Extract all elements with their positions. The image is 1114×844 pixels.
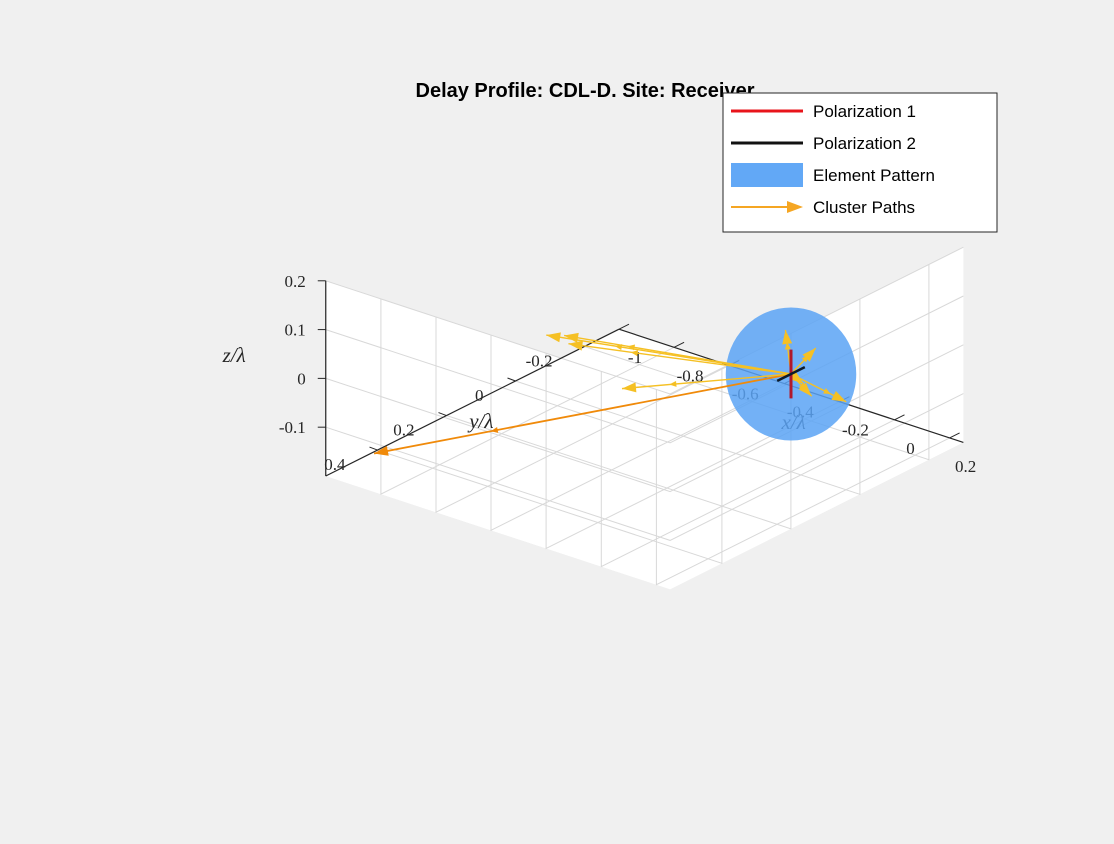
x-tick-mark [949, 432, 960, 439]
legend-label-2: Polarization 2 [813, 134, 916, 153]
cluster-path-1-head [374, 445, 389, 456]
cluster-path-10-head [782, 329, 793, 345]
y-gridline [377, 368, 723, 564]
cluster-path-4-shaft [564, 334, 792, 375]
x-tick-mark [618, 323, 630, 330]
x-gridline [600, 371, 895, 568]
x-gridline [435, 317, 730, 514]
plot-3d-scene: -1-0.8-0.6-0.4-0.200.2-0.200.20.4-0.100.… [222, 246, 976, 590]
y-gridline [584, 264, 930, 461]
cluster-path-7-mid-marker [798, 382, 806, 391]
z-gridline [325, 393, 964, 541]
legend-label-1: Polarization 1 [813, 102, 916, 121]
x-gridline [490, 335, 785, 532]
z-tick-label: -0.1 [279, 418, 306, 437]
chart-title: Delay Profile: CDL-D. Site: Receiver [416, 80, 755, 102]
cluster-path-4-head [564, 332, 579, 343]
y-tick-label: 0.2 [393, 421, 414, 440]
legend: Polarization 1 Polarization 2 Element Patt… [722, 92, 998, 233]
cluster-path-10-mid-marker [784, 342, 791, 350]
y-tick-mark [369, 446, 378, 451]
legend-swatch-3 [731, 163, 803, 187]
cluster-path-4-mid-marker [627, 344, 636, 351]
y-gridline [515, 299, 861, 495]
z-tick-label: 0 [297, 369, 306, 388]
y-axis-label: y/λ [467, 409, 493, 433]
x-tick-mark [673, 341, 685, 348]
cluster-path-6 [790, 347, 817, 375]
x-tick-label: -0.8 [677, 366, 704, 385]
z-axis-label: z/λ [222, 343, 246, 367]
z-gridline [325, 246, 964, 395]
polarization-2-segment [776, 365, 806, 383]
cluster-path-2 [568, 340, 792, 375]
x-gridline [380, 298, 675, 495]
z-gridline [325, 344, 964, 493]
legend-swatch-arrowhead [787, 201, 803, 213]
y-axis-line [325, 328, 620, 477]
cluster-path-2-shaft [568, 343, 792, 375]
cluster-path-9 [790, 373, 847, 403]
z-gridline [325, 295, 964, 444]
cluster-path-1-shaft [373, 373, 792, 455]
cluster-path-5-head [621, 382, 637, 393]
y-tick-label: 0.4 [324, 455, 346, 474]
x-tick-label: 0.2 [955, 457, 976, 476]
cluster-path-6-mid-marker [801, 355, 809, 363]
cluster-path-5 [621, 373, 792, 393]
cluster-path-5-mid-marker [669, 380, 677, 387]
x-tick-label: 0 [906, 439, 915, 458]
x-tick-label: -0.2 [842, 421, 869, 440]
cluster-path-4 [564, 332, 792, 375]
y-tick-label: 0 [475, 386, 484, 405]
cluster-path-5-shaft [621, 373, 792, 390]
z-tick-label: 0.2 [285, 272, 306, 291]
cluster-path-3-head [546, 332, 561, 343]
legend-label-4: Cluster Paths [813, 198, 915, 217]
cluster-path-2-mid-marker [630, 350, 639, 357]
z-tick-label: 0.1 [285, 321, 306, 340]
y-tick-mark [438, 412, 447, 417]
cluster-path-8-mid-marker [792, 374, 800, 381]
cluster-path-1 [373, 373, 792, 456]
x-tick-mark [894, 414, 905, 421]
y-tick-mark [507, 377, 516, 382]
cluster-path-2-head [568, 340, 583, 351]
cluster-path-9-head [831, 390, 847, 402]
legend-label-3: Element Pattern [813, 166, 935, 185]
y-tick-label: -0.2 [526, 351, 553, 370]
x-gridline [545, 353, 840, 550]
cluster-path-6-head [802, 347, 816, 362]
cluster-path-1-mid-marker [490, 426, 499, 433]
legend-box [722, 92, 998, 233]
x-gridline [655, 389, 950, 586]
cluster-path-9-mid-marker [823, 388, 831, 394]
